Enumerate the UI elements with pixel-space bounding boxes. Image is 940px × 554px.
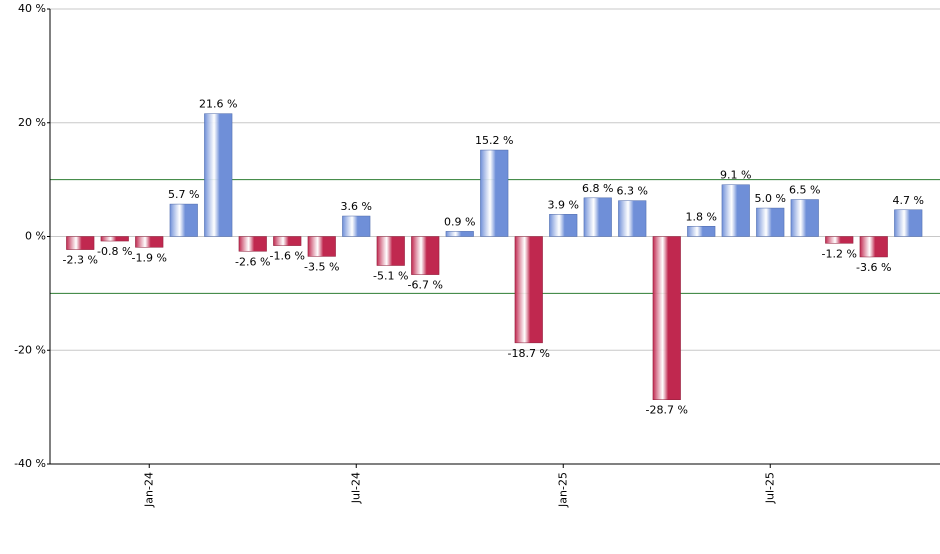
y-tick-label: -20 % xyxy=(14,343,46,356)
bar xyxy=(204,113,233,237)
value-label: -1.2 % xyxy=(822,247,857,260)
value-label: 5.0 % xyxy=(755,192,786,205)
bar xyxy=(445,231,474,237)
bar xyxy=(514,236,543,344)
x-tick-label: Jan-24 xyxy=(142,472,155,508)
bar xyxy=(411,236,440,275)
bar xyxy=(721,184,750,237)
value-label: -2.3 % xyxy=(63,254,98,267)
value-label: 6.3 % xyxy=(617,185,648,198)
value-label: 4.7 % xyxy=(893,194,924,207)
bar xyxy=(790,199,819,237)
bar xyxy=(756,207,785,237)
value-label: 6.8 % xyxy=(582,182,613,195)
bar xyxy=(100,236,129,242)
bar xyxy=(618,200,647,237)
bar xyxy=(687,226,716,237)
value-label: 5.7 % xyxy=(168,188,199,201)
x-tick-label: Jul-25 xyxy=(763,472,776,504)
y-tick-label: 20 % xyxy=(18,116,46,129)
bar xyxy=(894,209,923,237)
value-label: -3.5 % xyxy=(304,260,339,273)
bar xyxy=(376,236,405,266)
bar xyxy=(273,236,302,246)
y-tick-label: 40 % xyxy=(18,2,46,15)
value-label: -3.6 % xyxy=(856,261,891,274)
value-label: -6.7 % xyxy=(408,279,443,292)
value-label: -5.1 % xyxy=(373,270,408,283)
value-label: 1.8 % xyxy=(686,210,717,223)
value-label: 9.1 % xyxy=(720,169,751,182)
x-tick-label: Jul-24 xyxy=(349,472,362,504)
bar xyxy=(480,149,509,237)
bar xyxy=(652,236,681,400)
x-tick-label: Jan-25 xyxy=(556,472,569,508)
value-label: -28.7 % xyxy=(646,404,688,417)
value-label: -1.9 % xyxy=(132,251,167,264)
bar xyxy=(169,203,198,237)
value-label: -2.6 % xyxy=(235,255,270,268)
value-label: -1.6 % xyxy=(270,250,305,263)
value-label: -18.7 % xyxy=(508,347,550,360)
bar xyxy=(238,236,267,252)
bar xyxy=(859,236,888,258)
y-tick-label: 0 % xyxy=(25,230,46,243)
y-tick-label: -40 % xyxy=(14,457,46,470)
value-label: 21.6 % xyxy=(199,98,237,111)
bar xyxy=(135,236,164,248)
value-label: 15.2 % xyxy=(475,134,513,147)
bar xyxy=(307,236,336,257)
value-label: 6.5 % xyxy=(789,184,820,197)
bar xyxy=(549,214,578,237)
bar xyxy=(66,236,95,250)
bar xyxy=(583,197,612,237)
value-label: -0.8 % xyxy=(97,245,132,258)
value-label: 0.9 % xyxy=(444,215,475,228)
bar xyxy=(342,215,371,237)
bar xyxy=(825,236,854,244)
value-label: 3.9 % xyxy=(548,198,579,211)
value-label: 3.6 % xyxy=(341,200,372,213)
